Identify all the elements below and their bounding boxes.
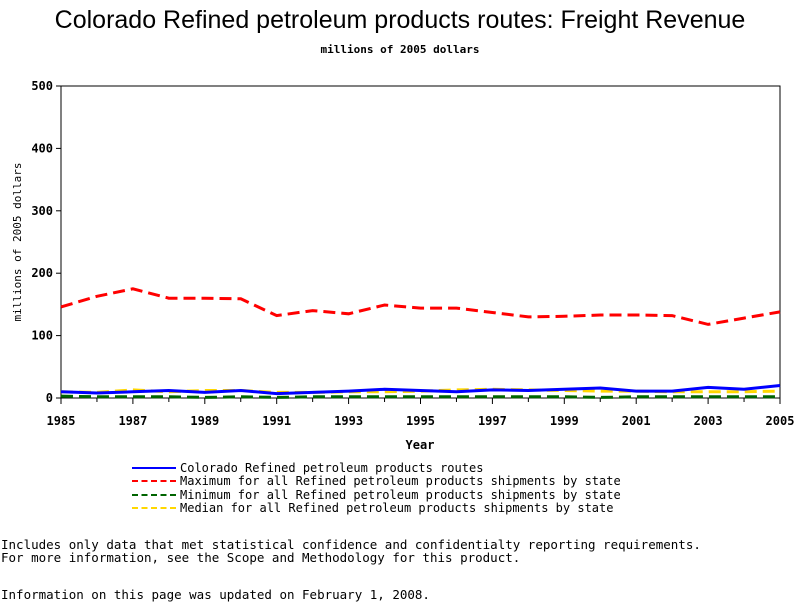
x-tick-label: 1991 <box>262 414 291 428</box>
x-tick-label: 1985 <box>47 414 76 428</box>
footnote-updated: Information on this page was updated on … <box>1 587 430 602</box>
footnote-confidentiality: Includes only data that met statistical … <box>1 537 701 552</box>
x-axis: 1985 1987 1989 1991 1993 1995 1997 1999 2001 2003… <box>47 398 795 428</box>
footnote-methodology: For more information, see the Scope and … <box>1 550 521 565</box>
x-tick-label: 1987 <box>118 414 147 428</box>
x-tick-label: 2001 <box>622 414 651 428</box>
legend-item: Maximum for all Refined petroleum produc… <box>132 474 621 489</box>
y-tick-label: 500 <box>31 79 53 93</box>
x-tick-label: 1989 <box>190 414 219 428</box>
legend-swatch <box>132 507 176 510</box>
line-chart: 0 100 200 300 400 500 1985 1987 1989 1991 1993 199… <box>11 79 795 452</box>
x-tick-label: 2003 <box>694 414 723 428</box>
series-lines <box>60 287 781 399</box>
y-tick-label: 400 <box>31 141 53 155</box>
legend-label: Median for all Refined petroleum product… <box>180 501 614 516</box>
series-line <box>60 287 781 326</box>
x-tick-label: 1995 <box>406 414 435 428</box>
y-axis: 0 100 200 300 400 500 <box>31 79 61 405</box>
chart-title: Colorado Refined petroleum products rout… <box>54 6 746 34</box>
legend-label: Minimum for all Refined petroleum produc… <box>180 487 621 502</box>
legend-swatch <box>132 480 176 483</box>
legend-swatch <box>132 466 176 469</box>
y-axis-title: millions of 2005 dollars <box>11 163 24 322</box>
y-tick-label: 100 <box>31 329 53 343</box>
x-tick-label: 1993 <box>334 414 363 428</box>
legend: Colorado Refined petroleum products rout… <box>132 461 621 515</box>
legend-item: Median for all Refined petroleum product… <box>132 501 621 516</box>
legend-item: Minimum for all Refined petroleum produc… <box>132 488 621 502</box>
x-axis-title: Year <box>406 438 435 452</box>
plot-area <box>60 85 781 399</box>
y-tick-label: 200 <box>31 266 53 280</box>
y-tick-label: 300 <box>31 204 53 218</box>
legend-label: Colorado Refined petroleum products rout… <box>180 460 484 475</box>
chart-subtitle: millions of 2005 dollars <box>320 43 480 56</box>
series-line <box>60 394 780 399</box>
x-tick-label: 1999 <box>550 414 579 428</box>
x-tick-label: 1997 <box>478 414 507 428</box>
legend-label: Maximum for all Refined petroleum produc… <box>180 474 621 489</box>
y-tick-label: 0 <box>46 391 53 405</box>
series-line <box>60 384 781 396</box>
x-tick-label: 2005 <box>766 414 795 428</box>
legend-swatch <box>132 493 176 496</box>
legend-item: Colorado Refined petroleum products rout… <box>132 461 621 475</box>
